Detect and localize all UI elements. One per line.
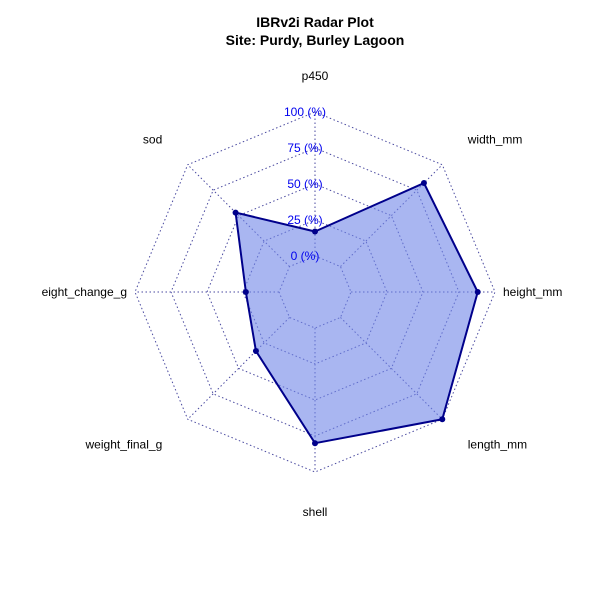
data-point — [252, 348, 259, 355]
axis-label-eight-change-g: eight_change_g — [42, 285, 127, 299]
axis-label-p450: p450 — [302, 69, 329, 83]
axis-label-shell: shell — [303, 505, 328, 519]
axis-label-width-mm: width_mm — [467, 132, 523, 146]
tick-label: 50 (%) — [287, 177, 322, 191]
axis-label-sod: sod — [143, 132, 162, 146]
radar-tick-labels: 0 (%) 25 (%) 50 (%) 75 (%) 100 (%) — [284, 105, 326, 263]
series-area — [234, 181, 479, 445]
axis-label-length-mm: length_mm — [468, 438, 527, 452]
data-point — [242, 289, 249, 295]
tick-label: 75 (%) — [287, 141, 322, 155]
data-point — [232, 209, 239, 216]
chart-title: IBRv2i Radar Plot — [256, 14, 374, 30]
data-point — [420, 180, 427, 187]
axis-label-height-mm: height_mm — [503, 285, 562, 299]
data-point — [439, 416, 446, 423]
tick-label: 0 (%) — [291, 249, 320, 263]
chart-subtitle: Site: Purdy, Burley Lagoon — [226, 32, 405, 48]
data-point — [312, 440, 318, 447]
data-point — [312, 228, 318, 235]
radar-series — [232, 180, 481, 447]
tick-label: 25 (%) — [287, 213, 322, 227]
tick-label: 100 (%) — [284, 105, 326, 119]
axis-label-weight-final-g: weight_final_g — [85, 438, 163, 452]
data-point — [474, 289, 481, 295]
